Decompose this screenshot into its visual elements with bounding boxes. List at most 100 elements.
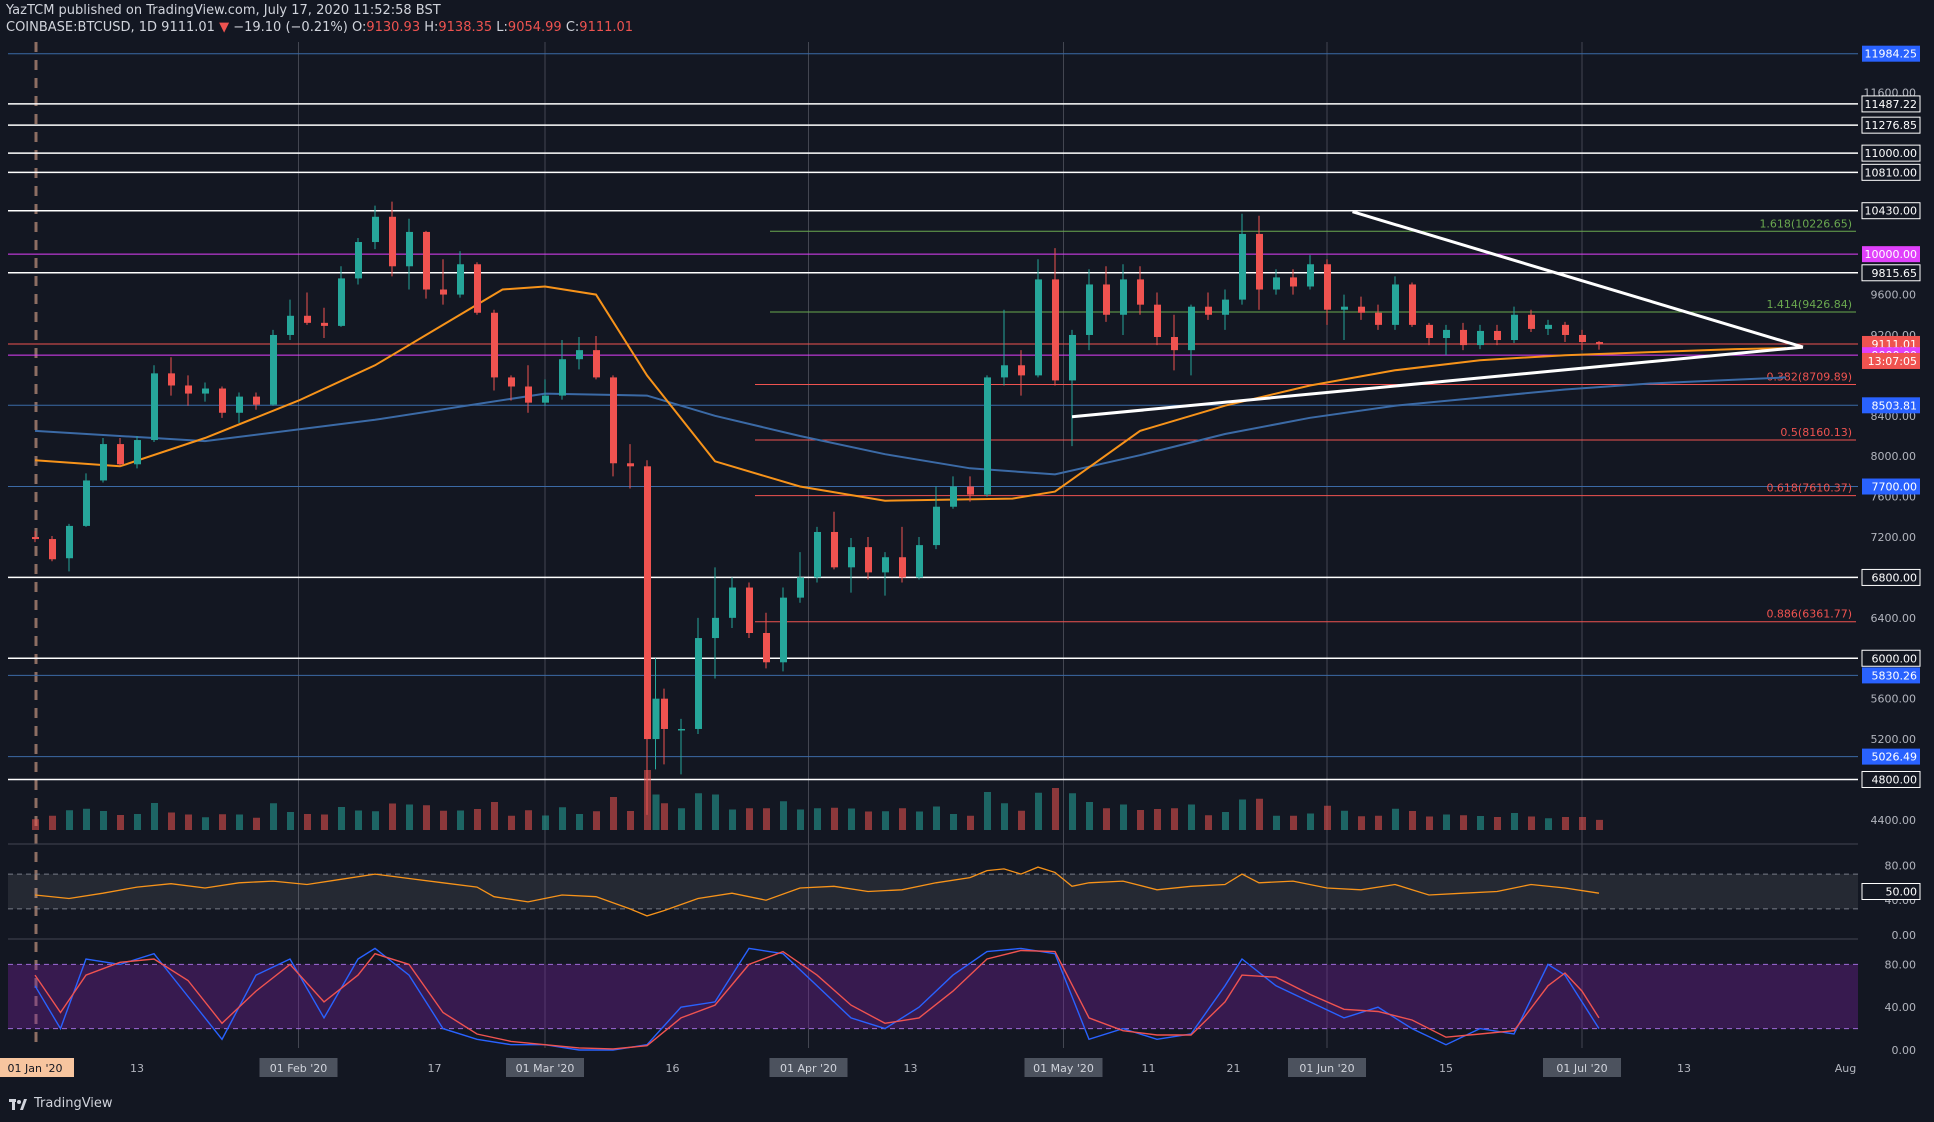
volume-bar	[1018, 810, 1025, 830]
candle-body	[627, 463, 634, 467]
price-level-box	[1861, 568, 1921, 586]
candle-body	[1392, 284, 1399, 325]
price-level-label: 5026.49	[1872, 751, 1918, 764]
price-level-box	[1861, 202, 1921, 220]
fib-label: 0.618(7610.37)	[1766, 482, 1852, 495]
countdown-box	[1862, 352, 1920, 369]
price-level-box	[1861, 770, 1921, 788]
volume-bar	[1341, 810, 1348, 830]
high-value: 9138.35	[438, 20, 493, 35]
price-chart[interactable]: 1.618(10226.65) 1.414(9426.84) 0.382(8709.…	[0, 38, 1934, 1086]
volume-bar	[729, 809, 736, 830]
candle-body	[1358, 306, 1365, 313]
symbol-label: COINBASE:BTCUSD, 1D	[6, 20, 158, 35]
volume-bar	[746, 808, 753, 830]
volume-bar	[1562, 817, 1569, 830]
price-axis: 11600.009600.009200.008400.008000.007600…	[1861, 45, 1921, 827]
trendlines[interactable]	[1071, 210, 1804, 419]
candle-body	[1528, 314, 1535, 329]
open-value: 9130.93	[366, 20, 421, 35]
time-label: 01 Mar '20	[516, 1062, 575, 1075]
volume-bar	[831, 807, 838, 830]
candle-body	[950, 486, 957, 507]
price-level-label: 6800.00	[1872, 571, 1918, 584]
volume-bar	[559, 807, 566, 830]
price-tick-label: 9600.00	[1871, 289, 1917, 302]
candle-body	[202, 388, 209, 394]
candle-body	[1426, 324, 1433, 339]
candle-body	[1018, 365, 1025, 376]
candle-body	[32, 537, 39, 540]
volume-bar	[899, 808, 906, 830]
candle-body	[117, 444, 124, 465]
candle-body	[1596, 342, 1603, 344]
time-label: 11	[1142, 1062, 1156, 1075]
rsi-line	[34, 866, 1600, 917]
candle-body	[287, 315, 294, 335]
volume-bar	[678, 808, 685, 830]
volume-bar	[967, 815, 974, 830]
price-tick-label: 8000.00	[1871, 450, 1917, 463]
close-value: 9111.01	[579, 20, 634, 35]
close-label: C:	[565, 20, 580, 35]
tradingview-logo-icon[interactable]	[8, 1094, 28, 1114]
volume-bar	[1443, 814, 1450, 830]
price-level-box	[1861, 144, 1921, 162]
volume-bar	[1477, 816, 1484, 830]
candle-body	[576, 350, 583, 360]
price-level-label: 9815.65	[1872, 267, 1918, 280]
price-level-label: 11276.85	[1865, 119, 1918, 132]
candle-body	[1443, 329, 1450, 339]
candle-body	[508, 377, 515, 387]
volume-bar	[797, 809, 804, 830]
candle-body	[1290, 277, 1297, 287]
volume-bar	[202, 817, 209, 830]
volume-bar	[950, 814, 957, 830]
candle-body	[168, 373, 175, 386]
volume-bar	[66, 810, 73, 830]
volume-bar	[1222, 812, 1229, 830]
volume-bar	[1205, 815, 1212, 830]
candle-body	[1409, 284, 1416, 325]
time-label-box	[1024, 1058, 1103, 1077]
tradingview-brand[interactable]: TradingView	[34, 1096, 113, 1111]
candle-body	[865, 547, 872, 573]
moving-averages	[34, 285, 1787, 502]
last-price: 9111.01	[161, 20, 215, 35]
volume-bar	[1460, 815, 1467, 830]
price-level-box	[1862, 397, 1920, 414]
volume-histogram	[32, 770, 1603, 830]
volume-bar	[168, 812, 175, 830]
price-level-label: 11000.00	[1865, 147, 1918, 160]
candle-body	[652, 698, 660, 740]
candle-body	[406, 231, 413, 267]
candle-body	[1120, 279, 1127, 315]
candle-body	[1239, 233, 1246, 300]
time-label: 13	[904, 1062, 918, 1075]
price-level-label: 11984.25	[1865, 48, 1918, 61]
volume-bar	[865, 811, 872, 830]
volume-bar	[1137, 810, 1144, 830]
publisher-line: YazTCM published on TradingView.com, Jul…	[6, 3, 441, 18]
volume-bar	[848, 808, 855, 830]
fib-label: 0.382(8709.89)	[1766, 370, 1852, 383]
volume-bar	[1086, 802, 1093, 830]
price-level-box	[1862, 748, 1920, 765]
price-level-label: 6000.00	[1872, 652, 1918, 665]
candle-body	[831, 531, 838, 568]
trendline-descending[interactable]	[1352, 210, 1804, 349]
volume-bar	[457, 810, 464, 830]
stoch-band	[8, 964, 1858, 1029]
volume-bar	[389, 803, 396, 830]
trendline-ascending[interactable]	[1071, 345, 1804, 419]
candle-body	[491, 312, 498, 378]
stoch-k-line	[34, 947, 1600, 1051]
time-label: 16	[666, 1062, 680, 1075]
price-level-box	[1862, 478, 1920, 495]
volume-bar	[1545, 818, 1552, 830]
time-label: 01 Jan '20	[8, 1062, 63, 1075]
volume-bar	[576, 814, 583, 830]
volume-bar	[1307, 813, 1314, 830]
price-level-box	[1861, 116, 1921, 134]
